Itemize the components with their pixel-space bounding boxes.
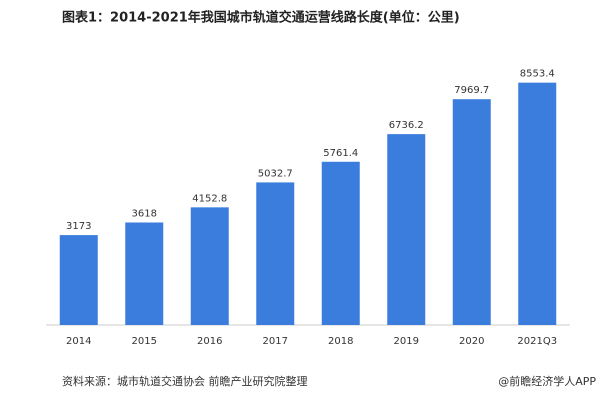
x-tick-label: 2015 xyxy=(132,336,157,347)
source: 资料来源：城市轨道交通协会 前瞻产业研究院整理 xyxy=(62,374,308,388)
bar xyxy=(321,161,360,325)
bar xyxy=(518,82,557,326)
x-tick-label: 2014 xyxy=(66,336,91,347)
bar xyxy=(256,182,295,325)
value-label: 3618 xyxy=(132,208,157,219)
value-label: 6736.2 xyxy=(389,120,424,131)
value-label: 8553.4 xyxy=(520,69,555,80)
x-tick-label: 2019 xyxy=(394,336,419,347)
value-label: 7969.7 xyxy=(454,85,489,96)
bar xyxy=(452,99,491,325)
bar xyxy=(190,207,229,325)
chart-title: 图表1：2014-2021年我国城市轨道交通运营线路长度(单位：公里) xyxy=(62,10,460,26)
bar xyxy=(125,222,164,325)
x-tick-label: 2021Q3 xyxy=(517,336,557,347)
x-tick-label: 2018 xyxy=(328,336,353,347)
value-label: 5032.7 xyxy=(258,168,293,179)
value-label: 3173 xyxy=(66,221,91,232)
value-label: 5761.4 xyxy=(323,148,358,159)
x-tick-label: 2020 xyxy=(459,336,484,347)
bar xyxy=(387,134,426,325)
x-tick-label: 2017 xyxy=(263,336,288,347)
bar xyxy=(59,235,98,325)
x-tick-label: 2016 xyxy=(197,336,222,347)
credit: @前瞻经济学人APP xyxy=(498,374,596,388)
value-label: 4152.8 xyxy=(192,193,227,204)
